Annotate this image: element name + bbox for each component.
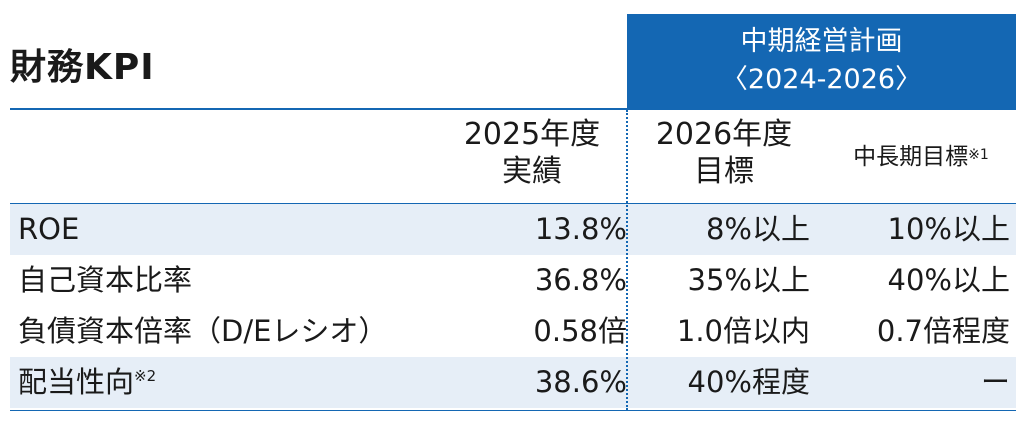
table-row: 自己資本比率 36.8% 35%以上 40%以上	[10, 255, 1016, 306]
footnote-mark: ※1	[968, 147, 989, 163]
table-row: 配当性向※2 38.6% 40%程度 ー	[10, 357, 1016, 408]
column-header-kind: 実績	[502, 154, 562, 189]
column-header-2025-actual: 2025年度 実績	[452, 116, 612, 190]
header-bottom-rule	[10, 203, 1016, 204]
value-2025-actual: 13.8%	[534, 212, 627, 246]
page-title: 財務KPI	[10, 47, 155, 88]
mid-term-plan-header: 中期経営計画 〈2024-2026〉	[627, 14, 1016, 108]
column-header-kind: 目標	[694, 154, 754, 189]
row-label: ROE	[18, 212, 80, 246]
row-label: 負債資本倍率（D/Eレシオ）	[18, 314, 388, 348]
column-header-year: 2026年度	[655, 117, 793, 152]
row-label: 配当性向※2	[18, 365, 157, 399]
value-long-term: 0.7倍程度	[876, 314, 1010, 348]
header-top-rule	[10, 108, 1016, 110]
column-header-year: 2025年度	[463, 117, 601, 152]
row-label: 自己資本比率	[18, 263, 193, 297]
value-2025-actual: 36.8%	[534, 263, 627, 297]
value-long-term: 10%以上	[887, 212, 1010, 246]
table-row: 負債資本倍率（D/Eレシオ） 0.58倍 1.0倍以内 0.7倍程度	[10, 306, 1016, 357]
value-2025-actual: 38.6%	[534, 365, 627, 399]
column-header-long-term: 中長期目標※1	[826, 142, 1016, 172]
value-2026-target: 35%以上	[687, 263, 810, 297]
column-header-2026-target: 2026年度 目標	[640, 116, 808, 190]
plan-divider-dotted	[626, 110, 628, 410]
plan-header-name: 中期経営計画	[740, 26, 903, 57]
plan-header-period: 〈2024-2026〉	[720, 64, 923, 95]
value-2026-target: 8%以上	[705, 212, 810, 246]
value-long-term: ー	[980, 365, 1010, 399]
footnote-mark: ※2	[134, 367, 157, 385]
column-header-label: 中長期目標	[853, 144, 969, 170]
value-2026-target: 40%程度	[687, 365, 810, 399]
table-bottom-rule	[10, 410, 1016, 411]
value-2026-target: 1.0倍以内	[676, 314, 810, 348]
value-2025-actual: 0.58倍	[533, 314, 627, 348]
table-row: ROE 13.8% 8%以上 10%以上	[10, 204, 1016, 255]
value-long-term: 40%以上	[887, 263, 1010, 297]
